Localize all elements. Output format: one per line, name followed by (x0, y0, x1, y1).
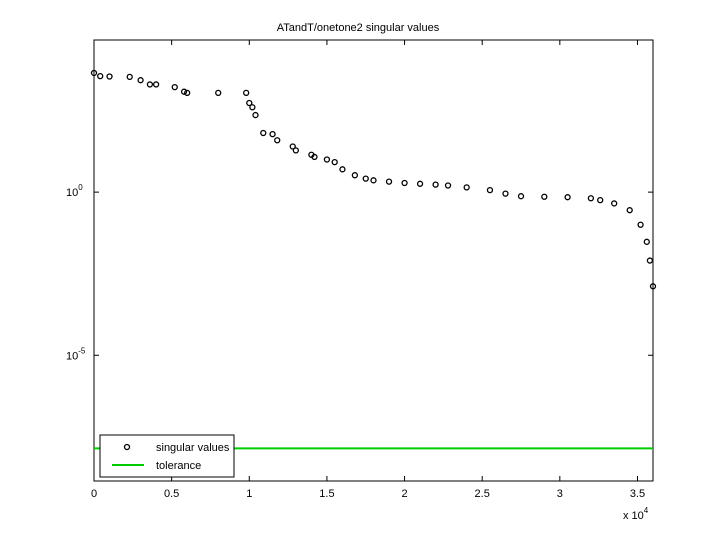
x-tick-label: 0 (91, 488, 97, 500)
data-point (444, 182, 452, 189)
data-point (637, 221, 644, 228)
data-point (611, 200, 618, 207)
data-point (126, 73, 133, 81)
data-point (339, 166, 346, 173)
x-tick-label: 3 (557, 488, 563, 500)
data-point (246, 99, 253, 107)
data-point (215, 89, 222, 97)
legend-label: tolerance (156, 460, 201, 472)
data-point (541, 193, 548, 200)
x-tick-label: 3.5 (630, 488, 645, 500)
data-point (351, 172, 359, 179)
data-point (292, 147, 300, 154)
data-point (260, 129, 267, 137)
data-point (252, 111, 259, 119)
y-tick-label: 100 (66, 183, 83, 199)
legend-marker (123, 443, 131, 451)
data-point (184, 89, 191, 97)
x-tick-label: 0.5 (164, 488, 179, 500)
legend-box (99, 434, 235, 478)
data-point (323, 156, 331, 163)
data-point (502, 190, 509, 197)
data-point (311, 153, 318, 161)
x-tick-label: 1 (246, 488, 252, 500)
data-point (416, 180, 424, 187)
data-point (385, 178, 393, 185)
x-multiplier: x 104 (623, 506, 649, 522)
data-point (97, 72, 104, 80)
y-tick-label: 10-5 (66, 346, 86, 362)
data-point (643, 238, 650, 245)
data-point (274, 137, 281, 144)
data-point (289, 143, 296, 150)
data-point (401, 179, 408, 187)
data-point (564, 194, 571, 201)
data-point (180, 88, 188, 95)
data-point (432, 181, 439, 188)
data-point (517, 193, 525, 200)
data-point (486, 186, 494, 194)
data-point (106, 73, 113, 80)
data-point (646, 257, 654, 264)
data-point (171, 84, 178, 91)
data-point (649, 283, 657, 290)
data-point (587, 195, 595, 202)
data-point (243, 89, 250, 97)
data-point (249, 104, 256, 111)
data-point (597, 196, 604, 204)
data-point (152, 81, 160, 88)
data-point (370, 177, 377, 184)
data-point (463, 184, 470, 191)
data-point (626, 207, 633, 214)
chart-title: ATandT/onetone2 singular values (277, 22, 440, 34)
data-point (362, 175, 369, 182)
x-tick-label: 1.5 (319, 488, 334, 500)
x-tick-label: 2 (401, 488, 407, 500)
x-tick-label: 2.5 (475, 488, 490, 500)
legend-label: singular values (156, 442, 230, 454)
data-point (146, 81, 154, 88)
data-point (269, 130, 276, 138)
data-point (90, 69, 98, 77)
data-point (137, 77, 144, 84)
data-point (331, 158, 338, 166)
